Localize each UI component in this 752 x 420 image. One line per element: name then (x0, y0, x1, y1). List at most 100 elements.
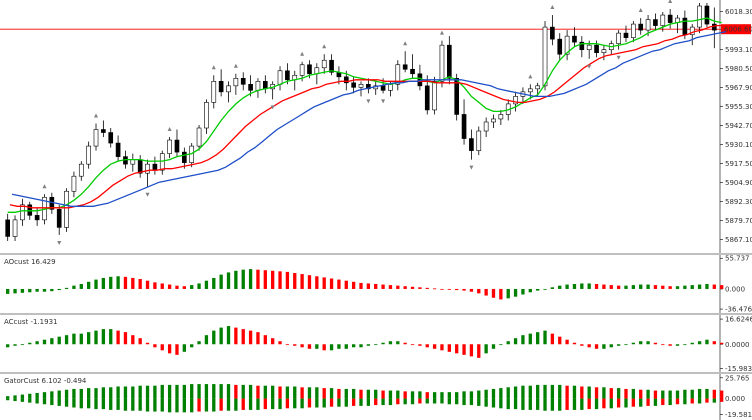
histogram-bar-down (42, 398, 47, 405)
histogram-bar (594, 284, 599, 289)
histogram-bar (123, 332, 128, 345)
histogram-bar (469, 288, 474, 292)
histogram-bar (653, 342, 658, 345)
histogram-bar (661, 344, 665, 346)
histogram-bar-down (403, 398, 407, 405)
fractal-up-marker (403, 41, 408, 46)
histogram-bar-down (624, 398, 628, 408)
histogram-bar (300, 344, 304, 348)
histogram-bar-down (550, 398, 555, 411)
candle-body (498, 114, 504, 120)
histogram-bar-down (79, 398, 83, 409)
histogram-bar-up (594, 387, 599, 399)
histogram-bar-down (653, 398, 658, 406)
histogram-bar (587, 344, 591, 348)
histogram-bar-up (697, 388, 702, 399)
histogram-bar-down (477, 398, 481, 406)
histogram-bar-up (167, 384, 172, 399)
y-tick-label: 0.0000 (725, 341, 750, 349)
histogram-bar-down (565, 398, 569, 410)
histogram-bar (639, 341, 643, 345)
histogram-bar-down (616, 398, 621, 408)
histogram-bar (477, 344, 481, 358)
histogram-bar (675, 286, 680, 289)
histogram-bar (616, 285, 621, 289)
histogram-bar (536, 332, 540, 345)
alligator-teeth-line (9, 24, 724, 209)
y-tick-label: 25.765 (725, 374, 750, 382)
candle-body (64, 190, 69, 228)
histogram-bar (491, 344, 496, 349)
histogram-bar (558, 336, 562, 345)
histogram-bar (278, 271, 282, 289)
histogram-bar-up (329, 388, 334, 399)
histogram-bar-up (278, 386, 282, 399)
histogram-bar-down (572, 398, 577, 410)
histogram-bar-up (359, 389, 363, 399)
candle-body (638, 23, 644, 31)
histogram-bar (234, 327, 238, 345)
histogram-bar (101, 277, 106, 289)
candle-body (218, 81, 224, 93)
histogram-bar-up (447, 392, 451, 399)
histogram-bar-down (506, 398, 510, 410)
histogram-bar (565, 284, 569, 289)
candle-body (432, 81, 437, 111)
histogram-bar (396, 341, 400, 345)
histogram-bar (513, 338, 518, 345)
y-tick-label: -19.581 (725, 411, 752, 419)
histogram-bar (86, 332, 91, 345)
candle-body (240, 78, 246, 85)
histogram-bar (410, 344, 415, 346)
histogram-bar-up (197, 384, 201, 399)
histogram-bar (690, 342, 694, 345)
histogram-bar (344, 344, 348, 349)
histogram-bar-up (418, 391, 422, 399)
histogram-bar-down (212, 398, 216, 412)
y-tick-label: 5955.30 (725, 103, 752, 111)
histogram-bar (543, 330, 547, 345)
histogram-bar (337, 344, 341, 349)
histogram-bar (513, 288, 518, 297)
histogram-bar (35, 341, 39, 345)
fractal-up-marker (233, 63, 238, 68)
histogram-bar (226, 272, 231, 289)
histogram-bar-down (6, 398, 10, 401)
histogram-bar-down (705, 398, 709, 403)
histogram-bar-up (668, 390, 672, 399)
histogram-bar (624, 285, 628, 289)
histogram-bar-down (447, 398, 451, 405)
histogram-bar (175, 344, 179, 355)
histogram-bar-up (403, 391, 407, 399)
histogram-bar-down (661, 398, 665, 406)
histogram-bar-up (13, 395, 17, 399)
histogram-bar (550, 287, 555, 289)
histogram-bar (204, 335, 209, 345)
histogram-bar-down (543, 398, 547, 411)
candle-body (623, 32, 629, 38)
histogram-bar-up (484, 389, 488, 399)
histogram-bar-down (35, 398, 39, 404)
histogram-bar (587, 283, 591, 289)
fractal-down-marker (469, 165, 474, 170)
candle-body (174, 139, 180, 153)
fractal-up-marker (528, 74, 533, 79)
candle-body (248, 84, 253, 91)
candle-body (226, 85, 231, 93)
histogram-bar (572, 342, 577, 345)
histogram-bar-up (123, 386, 128, 399)
histogram-bar (388, 341, 393, 345)
histogram-bar-down (64, 398, 69, 407)
histogram-bar-down (440, 398, 444, 404)
histogram-bar (440, 344, 444, 351)
histogram-bar-down (683, 398, 687, 405)
histogram-bar-up (720, 390, 724, 399)
histogram-bar-down (639, 398, 643, 407)
histogram-bar (396, 285, 400, 289)
histogram-bar-up (94, 388, 98, 399)
histogram-bar (6, 288, 10, 294)
histogram-bar-down (271, 398, 275, 410)
histogram-bar (241, 269, 245, 289)
